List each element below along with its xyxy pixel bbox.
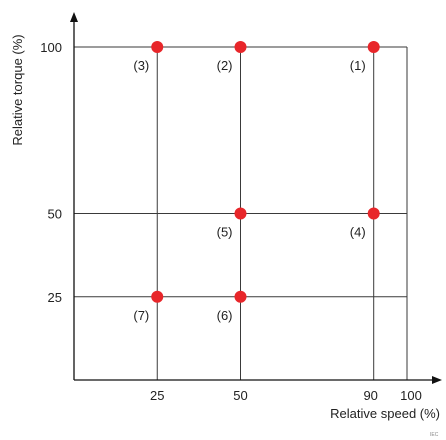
data-point-6 [234,290,247,303]
data-points: (1) (2) (3) (4) (5) (6) (7) [133,41,380,323]
data-point-4 [367,207,380,220]
axes [70,12,442,384]
data-point-label-2: (2) [217,58,233,73]
data-point-5 [234,207,247,220]
tick-labels: 25 50 90 100 25 50 100 [40,40,422,403]
x-axis-arrow [432,376,442,384]
data-point-2 [234,41,247,53]
x-axis-title: Relative speed (%) [330,406,440,421]
corner-mark: IEC [430,432,439,438]
data-point-3 [151,41,164,53]
data-point-1 [367,41,380,53]
data-point-label-1: (1) [350,58,366,73]
data-point-label-3: (3) [133,58,149,73]
data-point-label-7: (7) [133,308,149,323]
data-point-label-6: (6) [217,308,233,323]
x-tick-label-100: 100 [400,388,422,403]
x-tick-label-50: 50 [233,388,247,403]
y-axis-arrow [70,12,78,22]
x-tick-label-25: 25 [150,388,164,403]
x-tick-label-90: 90 [363,388,377,403]
data-point-label-4: (4) [350,225,366,240]
y-tick-label-100: 100 [40,40,62,55]
y-tick-label-50: 50 [48,207,62,222]
data-point-label-5: (5) [217,225,233,240]
y-tick-label-25: 25 [48,290,62,305]
data-point-7 [151,290,164,303]
y-axis-title: Relative torque (%) [10,34,25,145]
